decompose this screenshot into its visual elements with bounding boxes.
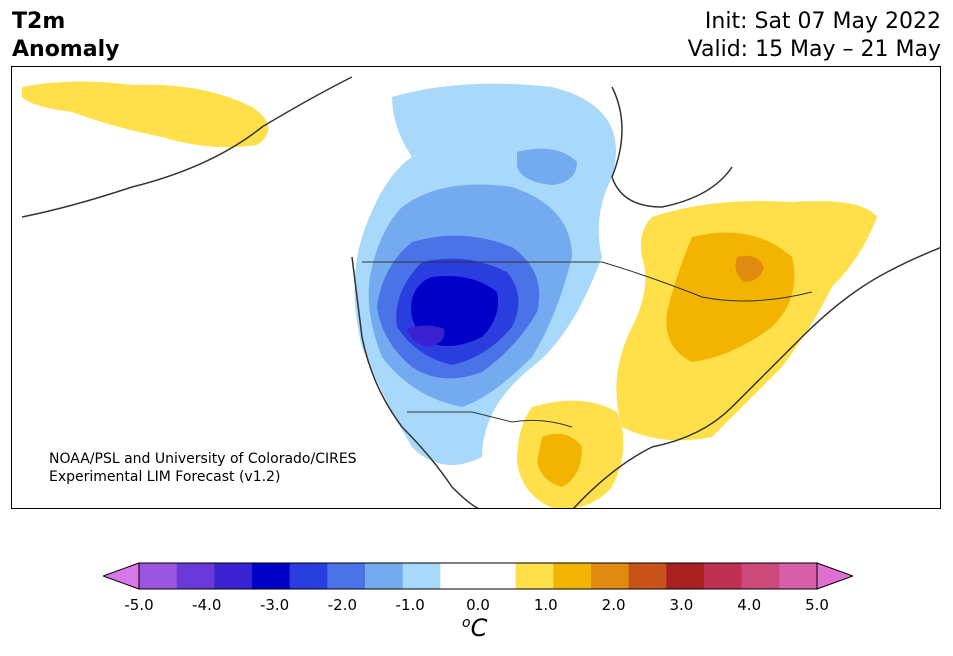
border-us-mexico (407, 411, 573, 428)
colorbar-segment (440, 563, 479, 589)
colorbar-tick-label: 2.0 (601, 596, 626, 614)
colorbar-tick-label: -1.0 (395, 596, 425, 614)
colorbar-segment (553, 563, 592, 589)
colorbar-unit: oC (462, 614, 488, 642)
border-us-canada (362, 261, 813, 302)
title-variable: T2m (12, 9, 66, 34)
title-anomaly: Anomaly (12, 37, 120, 62)
colorbar-tick-label: 4.0 (737, 596, 762, 614)
colorbar-segment (327, 563, 366, 589)
init-date: Init: Sat 07 May 2022 (704, 9, 941, 34)
colorbar-tick-label: 5.0 (805, 596, 829, 614)
colorbar-segment (214, 563, 253, 589)
coastline-west (21, 76, 480, 508)
colorbar-tick-label: -3.0 (259, 596, 290, 614)
colorbar-segment (478, 563, 517, 589)
colorbar-segment (704, 563, 743, 589)
colorbar-segment (139, 563, 178, 589)
colorbar-segment (591, 563, 630, 589)
colorbar-segment (176, 563, 215, 589)
map-title: T2m Anomaly (12, 8, 119, 64)
credit-line-1: NOAA/PSL and University of Colorado/CIRE… (49, 451, 357, 467)
colorbar-tick-label: -5.0 (124, 596, 154, 614)
map-canvas (21, 76, 940, 508)
colorbar-segment (402, 563, 441, 589)
colorbar-segment (666, 563, 705, 589)
coastline-hudson (611, 86, 733, 208)
colorbar-tick-label: 1.0 (533, 596, 558, 614)
colorbar-tick-label: 3.0 (669, 596, 694, 614)
valid-range: Valid: 15 May – 21 May (687, 37, 941, 62)
colorbar-segment (365, 563, 404, 589)
colorbar-segment (741, 563, 780, 589)
warm-area-alaska (22, 81, 269, 148)
anomaly-map: NOAA/PSL and University of Colorado/CIRE… (11, 66, 941, 509)
cold-area-center (407, 325, 445, 347)
colorbar-tick-label: -4.0 (192, 596, 222, 614)
colorbar-extend-high (816, 562, 853, 590)
colorbar-segment (289, 563, 328, 589)
cold-area-mid2 (517, 148, 577, 185)
colorbar-extend-low (103, 562, 140, 590)
colorbar-segment (628, 563, 667, 589)
warm-area-east-peak (735, 255, 764, 282)
colorbar-tick-label: -2.0 (327, 596, 358, 614)
warm-area-south-core (537, 433, 582, 487)
colorbar-segment (252, 563, 291, 589)
colorbar-segment (515, 563, 554, 589)
colorbar-frame (138, 562, 818, 590)
coastline-east (572, 247, 940, 508)
credit-text: NOAA/PSL and University of Colorado/CIRE… (49, 450, 357, 486)
colorbar-segment (779, 563, 818, 589)
colorbar (103, 562, 853, 590)
colorbar-ticks: -5.0 -4.0 -3.0 -2.0 -1.0 0.0 1.0 2.0 3.0 4.0 5.0 (0, 596, 953, 616)
credit-line-2: Experimental LIM Forecast (v1.2) (49, 469, 281, 485)
colorbar-tick-label: 0.0 (466, 596, 490, 614)
forecast-dates: Init: Sat 07 May 2022 Valid: 15 May – 21… (688, 8, 941, 64)
